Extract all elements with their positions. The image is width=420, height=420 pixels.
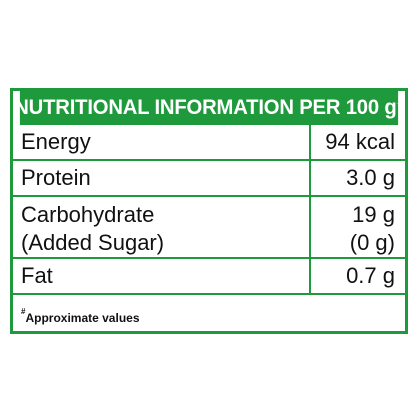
nutrient-name: Carbohydrate xyxy=(21,202,155,227)
nutrient-name: Fat xyxy=(13,259,311,293)
footnote-marker: # xyxy=(21,307,26,316)
nutrient-subname: (Added Sugar) xyxy=(21,230,165,255)
nutrient-value: 94 kcal xyxy=(325,129,395,154)
table-row-protein: Protein 3.0 g xyxy=(13,161,405,197)
footnote-text: Approximate values xyxy=(25,311,140,325)
nutrient-value: 0.7 g xyxy=(346,263,395,288)
table-row-fat: Fat 0.7 g xyxy=(13,259,405,295)
table-row-energy: Energy 94 kcal xyxy=(13,125,405,161)
nutrient-value-cell: 19 g (0 g) xyxy=(311,197,405,257)
nutrition-table: Energy 94 kcal Protein 3.0 g Carbohydrat… xyxy=(13,125,405,295)
nutrient-value: 3.0 g xyxy=(346,165,395,190)
nutrition-header: NUTRITIONAL INFORMATION PER 100 g # xyxy=(14,91,404,125)
nutrient-name: Energy xyxy=(13,125,311,159)
header-marker: # xyxy=(397,95,404,109)
nutrient-name: Protein xyxy=(13,161,311,195)
nutrient-value: 19 g xyxy=(352,202,395,227)
nutrient-name-cell: Carbohydrate (Added Sugar) xyxy=(13,197,311,257)
table-row-carbohydrate: Carbohydrate (Added Sugar) 19 g (0 g) xyxy=(13,197,405,259)
footnote: #Approximate values xyxy=(21,307,140,325)
nutrition-panel: NUTRITIONAL INFORMATION PER 100 g # Energ… xyxy=(10,88,408,334)
nutrient-subvalue: (0 g) xyxy=(349,230,395,255)
header-title: NUTRITIONAL INFORMATION PER 100 g xyxy=(14,96,397,119)
